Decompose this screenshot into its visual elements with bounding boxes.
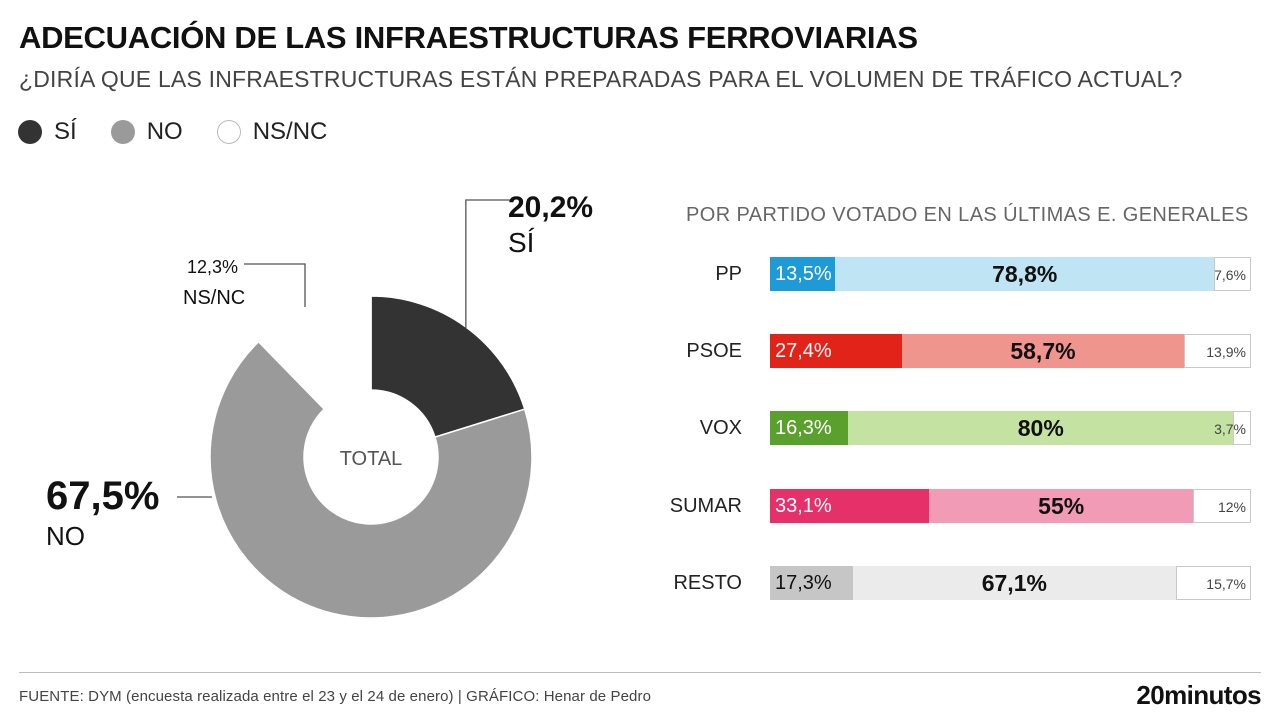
bar-segment-no: 78,8% [835, 257, 1215, 291]
bar-data-label-no: 78,8% [992, 261, 1058, 287]
bar-track: 33,1% 55% 12% [770, 489, 1251, 523]
bar-data-label-no: 58,7% [1010, 338, 1076, 364]
bar-segment-si: 13,5% [770, 257, 835, 291]
page-subtitle: ¿DIRÍA QUE LAS INFRAESTRUCTURAS ESTÁN PR… [19, 66, 1183, 92]
bar-data-label-ns: 12% [1217, 499, 1246, 515]
bar-category-label: PP [715, 263, 742, 285]
bar-data-label-si: 13,5% [775, 263, 832, 285]
bar-row-psoe: PSOE 27,4% 58,7% 13,9% [640, 334, 1260, 368]
bar-data-label-ns: 13,9% [1206, 344, 1246, 360]
bar-segment-ns: 12% [1193, 489, 1251, 523]
slice-value-label-no: 67,5% [46, 474, 159, 518]
bar-segment-no: 67,1% [853, 566, 1176, 600]
slice-value-label-si: 20,2% [508, 191, 593, 224]
bar-row-vox: VOX 16,3% 80% 3,7% [640, 411, 1260, 445]
legend-item-si: SÍ [18, 118, 77, 146]
slice-category-label-no: NO [46, 521, 85, 551]
legend-label-no: NO [146, 118, 183, 145]
footer-divider [19, 672, 1261, 673]
bar-segment-ns: 3,7% [1214, 411, 1251, 445]
bar-data-label-ns: 7,6% [1214, 267, 1246, 283]
legend-swatch-no [110, 120, 135, 144]
bar-segment-ns: 15,7% [1175, 566, 1251, 600]
bar-category-label: RESTO [673, 572, 742, 594]
page-title: ADECUACIÓN DE LAS INFRAESTRUCTURAS FERRO… [19, 20, 918, 55]
bar-track: 13,5% 78,8% 7,6% [770, 257, 1251, 291]
legend-swatch-si [18, 120, 42, 144]
bar-data-label-si: 17,3% [775, 572, 832, 594]
bar-segment-no: 80% [848, 411, 1234, 445]
bar-category-label: PSOE [686, 340, 742, 362]
bar-track: 16,3% 80% 3,7% [770, 411, 1251, 445]
legend: SÍ NO NS/NC [18, 118, 361, 146]
bar-segment-si: 33,1% [770, 489, 930, 523]
bar-segment-no: 55% [929, 489, 1194, 523]
bar-segment-si: 17,3% [770, 566, 854, 600]
bar-segment-ns: 7,6% [1214, 257, 1251, 291]
bar-data-label-no: 67,1% [981, 570, 1047, 596]
donut-slice-2 [257, 295, 372, 411]
donut-center-label: TOTAL [340, 448, 403, 470]
bar-data-label-ns: 15,7% [1206, 576, 1246, 592]
bar-category-label: SUMAR [669, 495, 742, 517]
bar-segment-ns: 13,9% [1184, 334, 1251, 368]
donut-slice-0 [370, 295, 526, 439]
brand-logo: 20minutos [1136, 680, 1261, 710]
bar-track: 17,3% 67,1% 15,7% [770, 566, 1251, 600]
legend-item-nsnc: NS/NC [216, 118, 328, 146]
legend-label-si: SÍ [54, 118, 77, 145]
legend-label-nsnc: NS/NC [252, 118, 328, 145]
footer-source: FUENTE: DYM (encuesta realizada entre el… [19, 688, 652, 705]
bar-data-label-no: 80% [1017, 415, 1064, 441]
bar-segment-si: 27,4% [770, 334, 902, 368]
bar-data-label-si: 33,1% [775, 495, 832, 517]
bar-data-label-si: 16,3% [775, 417, 832, 439]
bar-data-label-si: 27,4% [775, 340, 832, 362]
slice-category-label-nsnc: NS/NC [183, 287, 245, 309]
bar-category-label: VOX [699, 417, 742, 439]
legend-swatch-nsnc [216, 120, 241, 144]
bar-segment-no: 58,7% [901, 334, 1185, 368]
slice-value-label-nsnc: 12,3% [187, 257, 238, 277]
bar-segment-si: 16,3% [770, 411, 849, 445]
bar-chart-title: POR PARTIDO VOTADO EN LAS ÚLTIMAS E. GEN… [686, 204, 1249, 226]
bar-row-pp: PP 13,5% 78,8% 7,6% [640, 257, 1260, 291]
legend-item-no: NO [110, 118, 183, 146]
bar-data-label-no: 55% [1038, 493, 1085, 519]
bar-row-sumar: SUMAR 33,1% 55% 12% [640, 489, 1260, 523]
slice-category-label-si: SÍ [508, 227, 535, 258]
bar-row-resto: RESTO 17,3% 67,1% 15,7% [640, 566, 1260, 600]
donut-chart: TOTAL 20,2%SÍ 67,5%NO 12,3% NS/NC [46, 191, 593, 619]
leader-line-nsnc [244, 263, 306, 307]
bar-track: 27,4% 58,7% 13,9% [770, 334, 1251, 368]
donut-slice-1 [209, 340, 533, 619]
bar-data-label-ns: 3,7% [1214, 421, 1246, 437]
leader-line-si [465, 199, 514, 329]
